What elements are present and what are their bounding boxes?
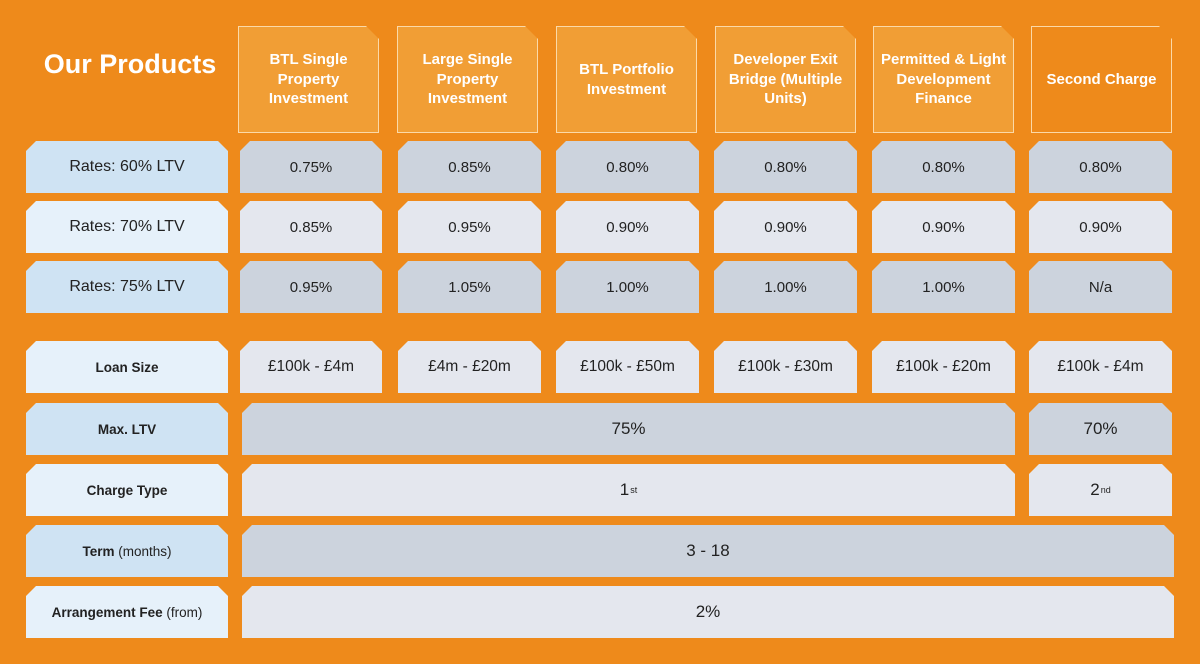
rate-60-cell: 0.80% bbox=[714, 141, 857, 193]
arrangement-fee-label-suffix: (from) bbox=[162, 604, 203, 620]
row-label-rates-75: Rates: 75% LTV bbox=[26, 261, 228, 313]
arrangement-fee-value: 2% bbox=[242, 586, 1174, 638]
product-header-second-charge: Second Charge bbox=[1031, 26, 1172, 133]
row-label-max-ltv: Max. LTV bbox=[26, 403, 228, 455]
row-label-loan-size: Loan Size bbox=[26, 341, 228, 393]
term-label: Term bbox=[82, 543, 115, 559]
rate-75-cell: 1.00% bbox=[714, 261, 857, 313]
product-header-developer-exit-bridge: Developer Exit Bridge (Multiple Units) bbox=[715, 26, 856, 133]
rate-70-cell: 0.90% bbox=[1029, 201, 1172, 253]
row-label-term: Term (months) bbox=[26, 525, 228, 577]
row-label-rates-60: Rates: 60% LTV bbox=[26, 141, 228, 193]
page-title: Our Products bbox=[43, 49, 217, 79]
charge-type-number: 1 bbox=[619, 480, 630, 499]
rate-60-cell: 0.85% bbox=[398, 141, 541, 193]
product-header-permitted-development: Permitted & Light Development Finance bbox=[873, 26, 1014, 133]
rate-75-cell: 1.05% bbox=[398, 261, 541, 313]
rate-70-cell: 0.90% bbox=[872, 201, 1015, 253]
loan-size-cell: £100k - £30m bbox=[714, 341, 857, 393]
loan-size-cell: £100k - £4m bbox=[1029, 341, 1172, 393]
rate-60-cell: 0.80% bbox=[1029, 141, 1172, 193]
arrangement-fee-label: Arrangement Fee bbox=[51, 604, 163, 620]
rate-60-cell: 0.80% bbox=[556, 141, 699, 193]
rate-60-cell: 0.75% bbox=[240, 141, 382, 193]
loan-size-cell: £100k - £50m bbox=[556, 341, 699, 393]
charge-type-ordinal: st bbox=[630, 485, 638, 495]
loan-size-cell: £4m - £20m bbox=[398, 341, 541, 393]
rate-75-cell: 1.00% bbox=[872, 261, 1015, 313]
product-header-btl-single: BTL Single Property Investment bbox=[238, 26, 379, 133]
row-label-charge-type: Charge Type bbox=[26, 464, 228, 516]
row-label-rates-70: Rates: 70% LTV bbox=[26, 201, 228, 253]
row-label-arrangement-fee: Arrangement Fee (from) bbox=[26, 586, 228, 638]
rate-75-cell: N/a bbox=[1029, 261, 1172, 313]
charge-type-second-number: 2 bbox=[1090, 480, 1100, 499]
charge-type-second-ordinal: nd bbox=[1100, 485, 1111, 495]
max-ltv-second-charge-value: 70% bbox=[1029, 403, 1172, 455]
rate-70-cell: 0.95% bbox=[398, 201, 541, 253]
term-value: 3 - 18 bbox=[242, 525, 1174, 577]
max-ltv-value: 75% bbox=[242, 403, 1015, 455]
product-header-large-single: Large Single Property Investment bbox=[397, 26, 538, 133]
loan-size-cell: £100k - £4m bbox=[240, 341, 382, 393]
term-label-unit: (months) bbox=[114, 543, 172, 559]
rate-75-cell: 0.95% bbox=[240, 261, 382, 313]
rate-70-cell: 0.85% bbox=[240, 201, 382, 253]
rate-60-cell: 0.80% bbox=[872, 141, 1015, 193]
rate-75-cell: 1.00% bbox=[556, 261, 699, 313]
rate-70-cell: 0.90% bbox=[556, 201, 699, 253]
product-header-btl-portfolio: BTL Portfolio Investment bbox=[556, 26, 697, 133]
loan-size-cell: £100k - £20m bbox=[872, 341, 1015, 393]
rate-70-cell: 0.90% bbox=[714, 201, 857, 253]
